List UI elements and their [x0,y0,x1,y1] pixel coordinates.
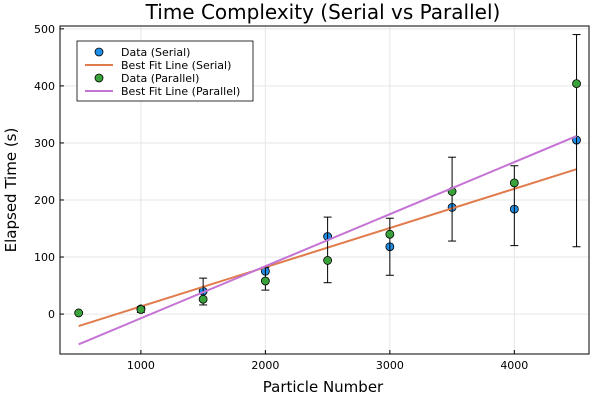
data-parallel-point [572,79,581,89]
data-parallel-point [198,294,208,304]
data-parallel-point [136,305,146,314]
y-tick-label: 100 [34,251,55,264]
data-parallel-point [385,229,395,239]
x-tick-label: 2000 [251,359,279,372]
chart-title: Time Complexity (Serial vs Parallel) [145,0,501,24]
data-parallel-point [323,256,333,265]
best-fit-line-parallel-line [78,135,577,346]
legend-marker-swatch [94,47,104,57]
data-parallel-point [74,308,84,318]
plot-frame [59,25,590,355]
y-tick-label: 0 [48,308,55,321]
legend-entry-label: Best Fit Line (Serial) [121,59,231,72]
x-tick-label: 1000 [127,359,155,372]
x-axis-label: Particle Number [263,378,384,396]
legend: Data (Serial)Best Fit Line (Serial)Data … [76,40,254,102]
grid [60,26,589,354]
legend-entry-label: Data (Parallel) [121,72,199,85]
y-axis-label: Elapsed Time (s) [2,128,20,253]
axis-ticks: 1000 2000 3000 4000 0 100 200 300 400 500 [34,23,528,372]
y-tick-label: 400 [34,80,55,93]
chart-marks [74,34,581,346]
y-tick-label: 200 [34,194,55,207]
legend-entry-label: Data (Serial) [121,46,190,59]
x-tick-label: 3000 [376,359,404,372]
legend-marker-swatch [94,73,104,83]
x-tick-label: 4000 [500,359,528,372]
legend-entry-label: Best Fit Line (Parallel) [121,85,240,98]
data-parallel-point [260,276,270,286]
data-parallel-point [509,178,519,188]
y-tick-label: 500 [34,23,55,36]
y-tick-label: 300 [34,137,55,150]
